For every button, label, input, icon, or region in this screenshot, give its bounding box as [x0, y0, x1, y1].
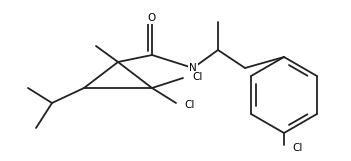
Text: Cl: Cl [292, 143, 302, 153]
Text: Cl: Cl [184, 100, 194, 110]
Text: O: O [148, 13, 156, 23]
Text: N: N [189, 63, 197, 73]
Text: Cl: Cl [192, 72, 203, 82]
